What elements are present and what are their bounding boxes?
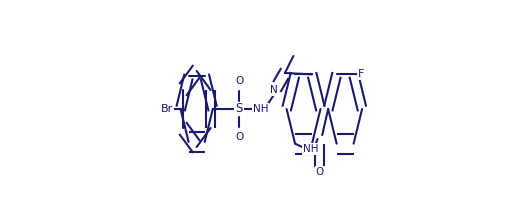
Text: Br: Br [161,104,173,114]
Text: S: S [235,103,243,116]
Text: F: F [357,69,364,79]
Text: NH: NH [253,104,268,114]
Text: NH: NH [303,144,318,154]
Text: O: O [316,167,324,177]
Text: O: O [235,76,243,86]
Text: N: N [270,85,278,95]
Text: O: O [235,132,243,142]
